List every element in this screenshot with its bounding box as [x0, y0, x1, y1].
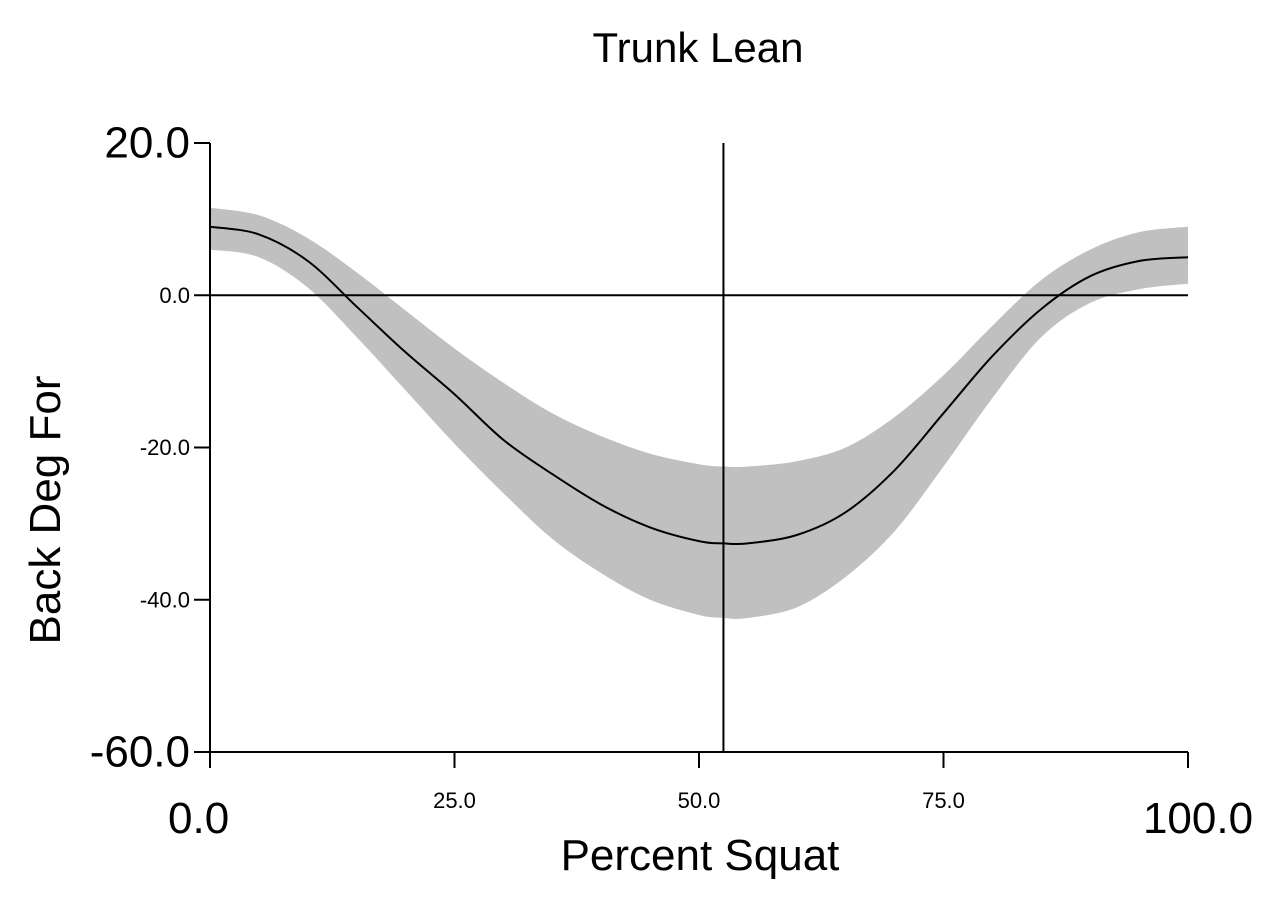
y-tick-label: -60.0	[90, 728, 190, 777]
x-tick-label: 25.0	[433, 788, 476, 813]
y-tick-label: 0.0	[159, 283, 190, 308]
y-tick-label: -40.0	[140, 587, 190, 612]
plot-area	[209, 143, 1189, 752]
x-tick-label: 100.0	[1143, 794, 1253, 843]
y-tick-label: -20.0	[140, 435, 190, 460]
x-tick-label: 0.0	[168, 794, 229, 843]
y-tick-label: 20.0	[104, 119, 190, 168]
x-tick-label: 50.0	[678, 788, 721, 813]
y-axis: 20.0 0.0 -20.0 -40.0 -60.0	[90, 119, 211, 777]
sd-band	[210, 207, 1188, 619]
mean-curve	[209, 225, 1189, 546]
chart-title: Trunk Lean	[593, 24, 804, 71]
x-tick-label: 75.0	[922, 788, 965, 813]
y-axis-label: Back Deg For	[21, 376, 70, 645]
x-axis-label: Percent Squat	[561, 831, 840, 880]
x-axis: 0.0 25.0 50.0 75.0 100.0	[168, 751, 1253, 843]
